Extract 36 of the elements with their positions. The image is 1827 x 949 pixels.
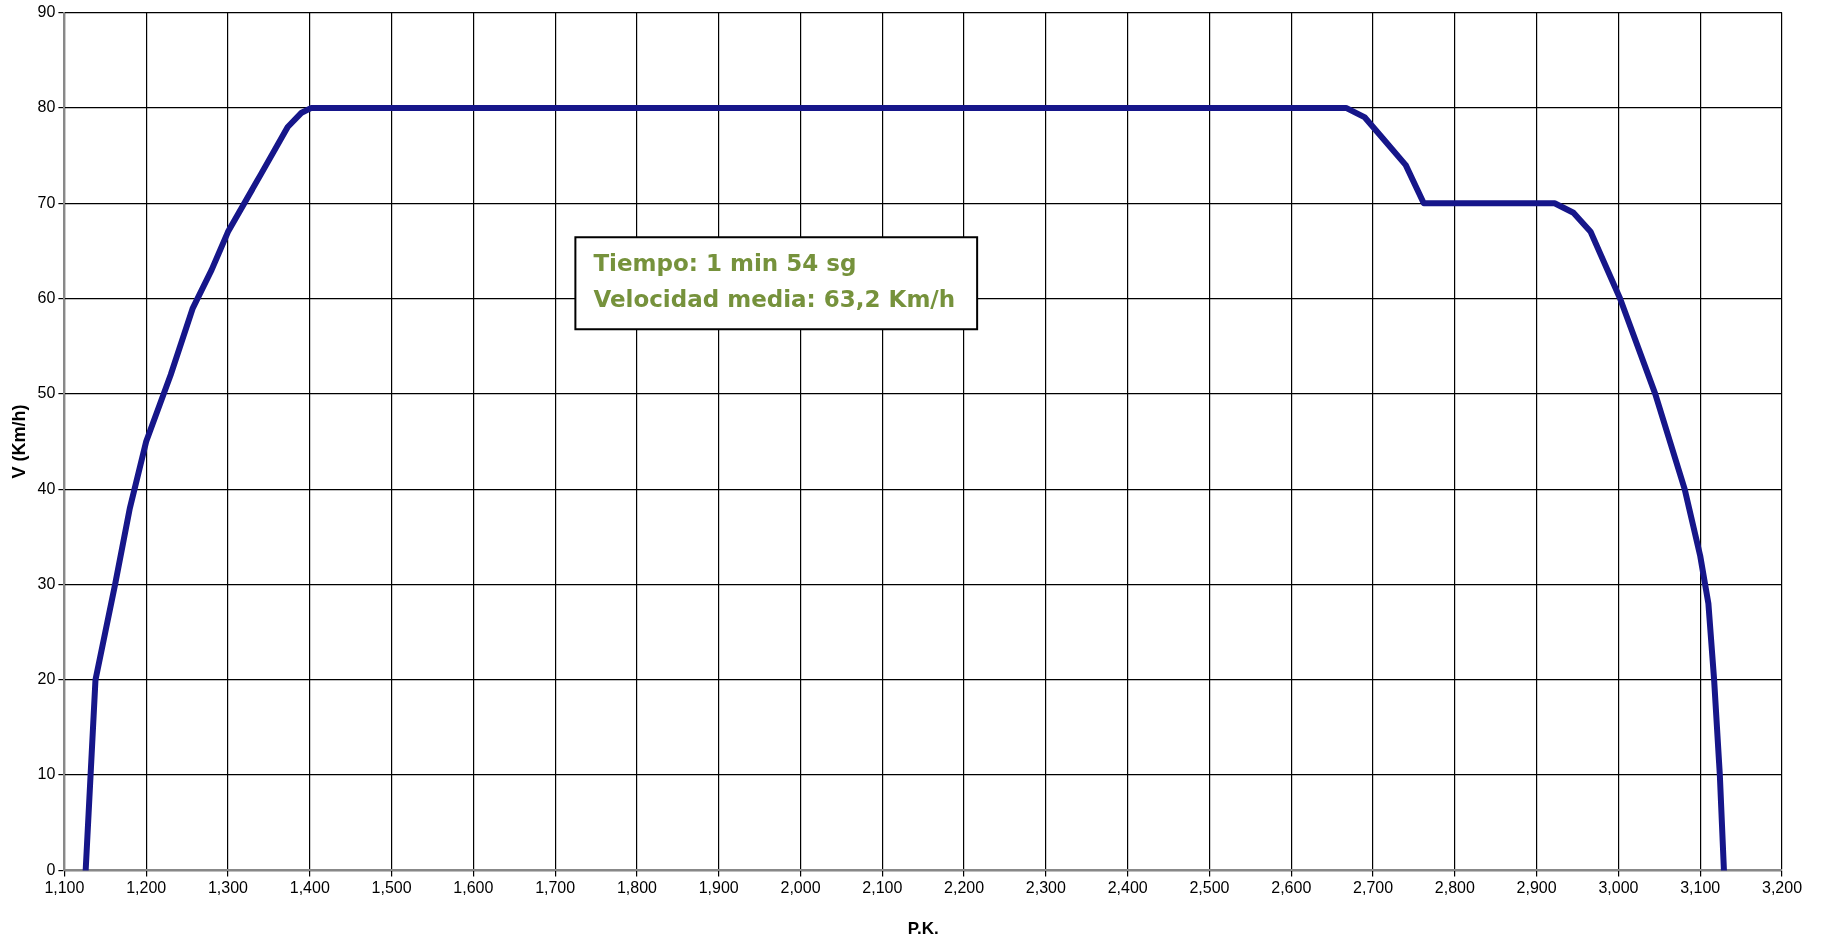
x-tick-label: 2,700 [1353,879,1394,897]
x-tick-label: 1,300 [207,879,249,897]
y-tick-label: 90 [37,3,56,21]
x-tick-label: 1,500 [371,879,412,897]
x-tick-label: 1,900 [698,879,739,897]
x-tick-label: 1,600 [453,879,494,897]
y-tick-label: 0 [46,860,56,878]
x-tick-label: 2,300 [1025,879,1066,897]
x-tick-label: 1,700 [535,879,576,897]
x-tick-label: 1,100 [44,879,85,897]
x-tick-label: 1,800 [616,879,658,897]
x-tick-label: 2,800 [1434,879,1475,897]
x-tick-label: 2,400 [1107,879,1148,897]
x-tick-label: 2,500 [1189,879,1230,897]
x-tick-label: 2,200 [944,879,985,897]
y-tick-label: 60 [37,288,56,306]
x-axis-title: P.K. [907,919,939,939]
y-tick-label: 80 [37,98,56,116]
y-tick-label: 10 [37,765,56,783]
y-tick-label: 70 [37,193,56,211]
y-tick-label: 20 [37,670,56,688]
x-tick-label: 1,400 [289,879,330,897]
x-tick-label: 2,900 [1516,879,1557,897]
x-tick-label: 2,000 [780,879,821,897]
y-tick-label: 30 [37,574,56,592]
x-tick-label: 3,100 [1680,879,1721,897]
x-tick-label: 3,200 [1761,879,1803,897]
y-tick-label: 50 [37,384,56,402]
annotation: Tiempo: 1 min 54 sg [593,250,857,277]
y-axis-title: V (Km/h) [8,404,29,479]
x-tick-label: 2,100 [862,879,903,897]
annotation: Velocidad media: 63,2 Km/h [593,286,956,313]
x-tick-label: 2,600 [1271,879,1312,897]
x-tick-label: 3,000 [1598,879,1639,897]
x-tick-label: 1,200 [126,879,167,897]
y-tick-label: 40 [37,479,56,497]
